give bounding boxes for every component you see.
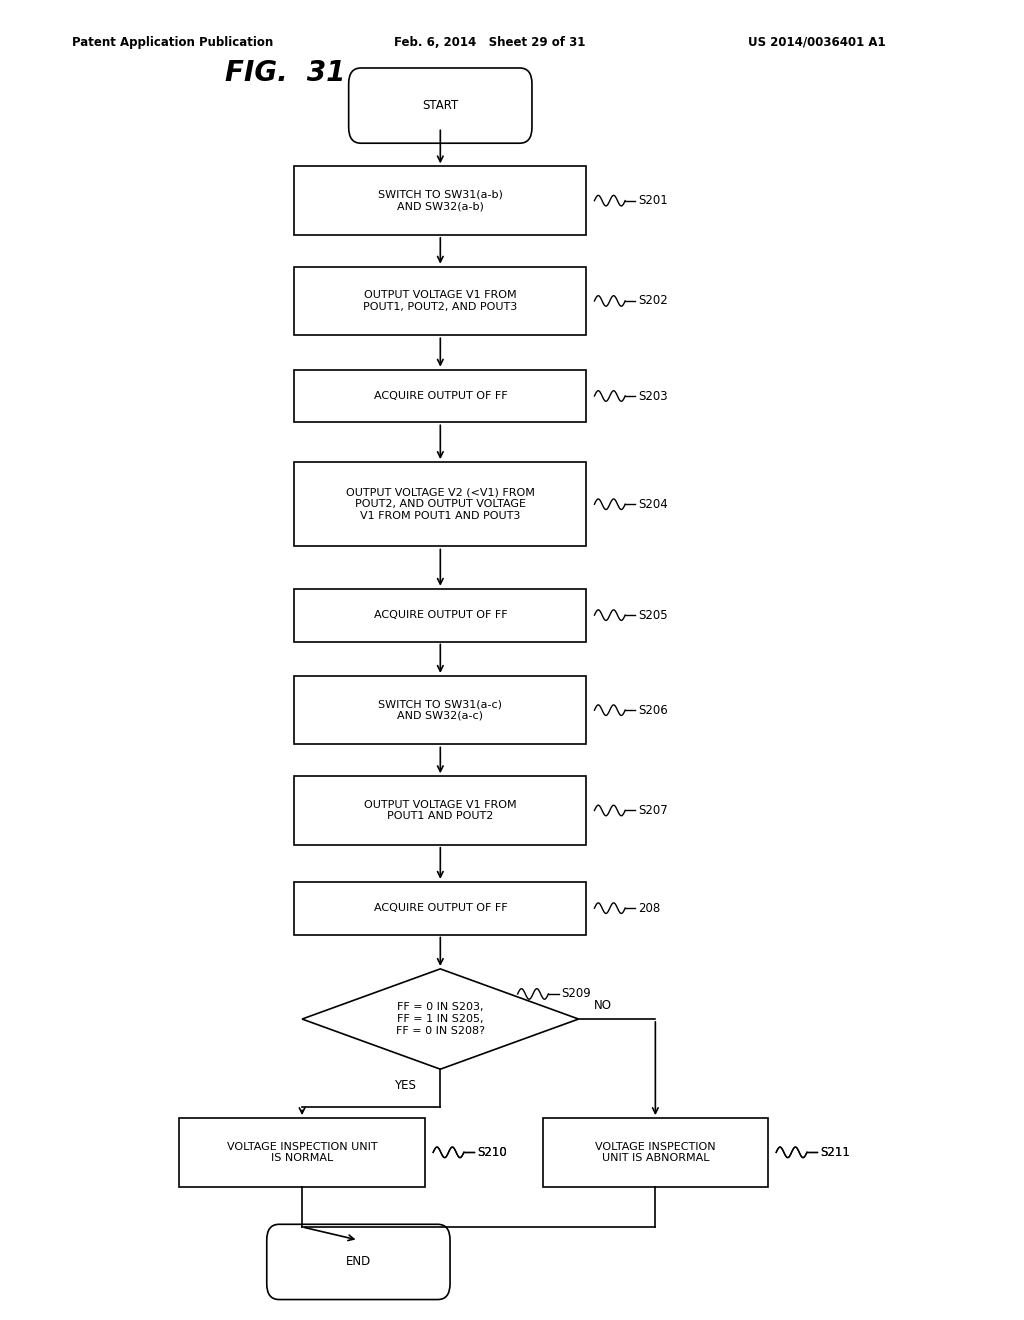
Text: S205: S205	[639, 609, 668, 622]
Bar	[295, 589, 586, 642]
Text: Patent Application Publication: Patent Application Publication	[72, 36, 273, 49]
Text: S201: S201	[639, 194, 669, 207]
Text: US 2014/0036401 A1: US 2014/0036401 A1	[748, 36, 885, 49]
Text: END: END	[346, 1255, 371, 1269]
Text: VOLTAGE INSPECTION
UNIT IS ABNORMAL: VOLTAGE INSPECTION UNIT IS ABNORMAL	[595, 1142, 716, 1163]
Text: S210: S210	[477, 1146, 507, 1159]
Bar	[295, 166, 586, 235]
Polygon shape	[302, 969, 579, 1069]
Text: SWITCH TO SW31(a-b)
AND SW32(a-b): SWITCH TO SW31(a-b) AND SW32(a-b)	[378, 190, 503, 211]
Text: SWITCH TO SW31(a-c)
AND SW32(a-c): SWITCH TO SW31(a-c) AND SW32(a-c)	[378, 700, 503, 721]
Text: NO: NO	[594, 999, 612, 1012]
Bar	[295, 676, 586, 744]
FancyBboxPatch shape	[266, 1225, 450, 1299]
Bar	[543, 1118, 768, 1187]
Text: OUTPUT VOLTAGE V1 FROM
POUT1 AND POUT2: OUTPUT VOLTAGE V1 FROM POUT1 AND POUT2	[364, 800, 517, 821]
Bar	[295, 267, 586, 335]
Text: S210: S210	[477, 1146, 507, 1159]
Text: S203: S203	[639, 389, 668, 403]
Text: FF = 0 IN S203,
FF = 1 IN S205,
FF = 0 IN S208?: FF = 0 IN S203, FF = 1 IN S205, FF = 0 I…	[396, 1002, 484, 1036]
Text: ACQUIRE OUTPUT OF FF: ACQUIRE OUTPUT OF FF	[374, 903, 507, 913]
Bar	[295, 370, 586, 422]
Bar	[295, 882, 586, 935]
Bar	[295, 776, 586, 845]
Text: YES: YES	[393, 1078, 416, 1092]
FancyBboxPatch shape	[348, 67, 532, 143]
Text: Feb. 6, 2014   Sheet 29 of 31: Feb. 6, 2014 Sheet 29 of 31	[394, 36, 586, 49]
Text: S206: S206	[639, 704, 669, 717]
Text: FIG.  31: FIG. 31	[225, 58, 346, 87]
Text: 208: 208	[639, 902, 660, 915]
Text: VOLTAGE INSPECTION UNIT
IS NORMAL: VOLTAGE INSPECTION UNIT IS NORMAL	[226, 1142, 378, 1163]
Bar	[295, 462, 586, 546]
Text: S204: S204	[639, 498, 669, 511]
Text: S202: S202	[639, 294, 669, 308]
Text: S211: S211	[820, 1146, 850, 1159]
Text: ACQUIRE OUTPUT OF FF: ACQUIRE OUTPUT OF FF	[374, 610, 507, 620]
Text: S211: S211	[820, 1146, 850, 1159]
Text: ACQUIRE OUTPUT OF FF: ACQUIRE OUTPUT OF FF	[374, 391, 507, 401]
Text: START: START	[422, 99, 459, 112]
Text: S209: S209	[561, 987, 592, 1001]
Text: OUTPUT VOLTAGE V2 (<V1) FROM
POUT2, AND OUTPUT VOLTAGE
V1 FROM POUT1 AND POUT3: OUTPUT VOLTAGE V2 (<V1) FROM POUT2, AND …	[346, 487, 535, 521]
Bar	[179, 1118, 425, 1187]
Text: S207: S207	[639, 804, 669, 817]
Text: OUTPUT VOLTAGE V1 FROM
POUT1, POUT2, AND POUT3: OUTPUT VOLTAGE V1 FROM POUT1, POUT2, AND…	[364, 290, 517, 312]
